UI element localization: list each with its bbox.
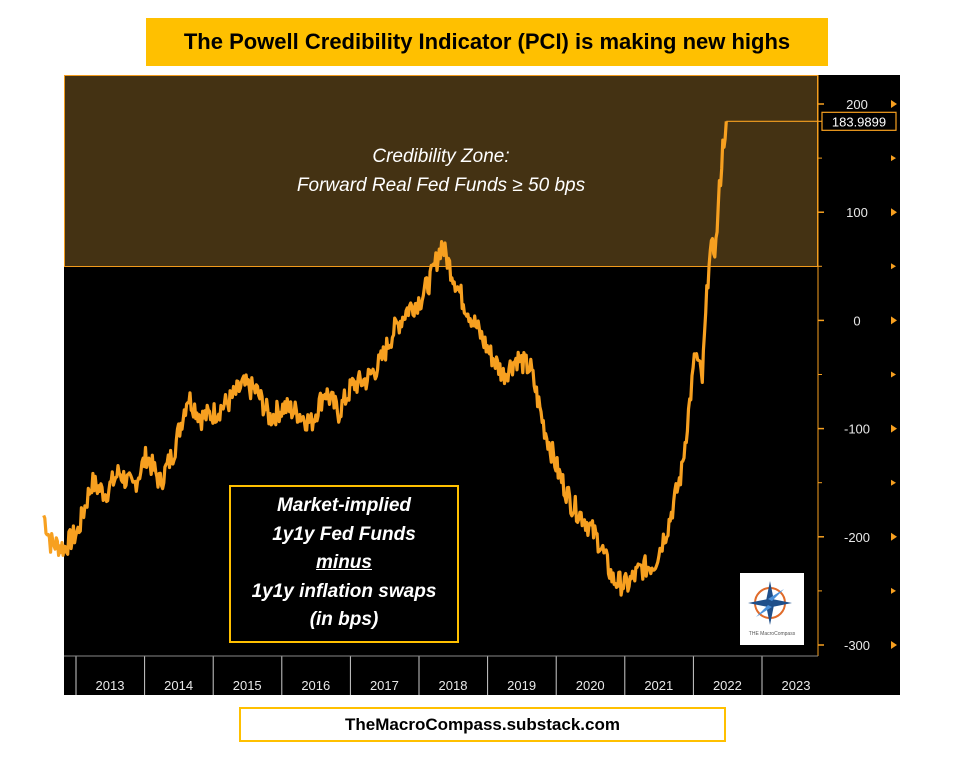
y-tick-label: -200 bbox=[844, 530, 870, 545]
y-tick-label: -300 bbox=[844, 638, 870, 653]
y-minor-tick bbox=[891, 587, 896, 594]
x-tick-label: 2018 bbox=[439, 678, 468, 693]
chart-title: The Powell Credibility Indicator (PCI) i… bbox=[146, 18, 828, 66]
x-tick-label: 2016 bbox=[301, 678, 330, 693]
y-tick-arrow bbox=[891, 424, 897, 433]
y-tick-label: 0 bbox=[853, 313, 860, 328]
x-tick-label: 2015 bbox=[233, 678, 262, 693]
y-tick-arrow bbox=[891, 100, 897, 108]
y-tick-arrow bbox=[891, 208, 897, 217]
credibility-zone bbox=[64, 75, 818, 267]
macrocompass-logo: THE MacroCompass bbox=[740, 573, 804, 645]
y-minor-tick bbox=[891, 155, 896, 162]
zone-label-line1: Credibility Zone: bbox=[372, 146, 510, 167]
footer-url[interactable]: TheMacroCompass.substack.com bbox=[239, 707, 726, 742]
last-value-box bbox=[821, 111, 897, 131]
callout-line3: minus bbox=[316, 552, 372, 573]
x-tick-label: 2019 bbox=[507, 678, 536, 693]
series-description-box: Market-implied 1y1y Fed Funds minus 1y1y… bbox=[229, 485, 459, 643]
pci-series-line bbox=[42, 121, 728, 597]
x-tick-label: 2023 bbox=[782, 678, 811, 693]
y-tick-arrow bbox=[891, 641, 897, 649]
callout-line2: 1y1y Fed Funds bbox=[272, 523, 416, 545]
y-tick-arrow bbox=[891, 532, 897, 541]
right-axis-panel bbox=[818, 75, 900, 695]
credibility-zone-label: Credibility Zone: Forward Real Fed Funds… bbox=[64, 142, 818, 200]
y-minor-tick bbox=[891, 263, 896, 270]
x-tick-label: 2013 bbox=[96, 678, 125, 693]
logo-text: THE MacroCompass bbox=[748, 631, 796, 637]
x-tick-label: 2014 bbox=[164, 678, 193, 693]
x-tick-label: 2021 bbox=[644, 678, 673, 693]
x-tick-label: 2020 bbox=[576, 678, 605, 693]
x-tick-label: 2017 bbox=[370, 678, 399, 693]
x-tick-label: 2022 bbox=[713, 678, 742, 693]
bottom-axis-panel bbox=[64, 656, 818, 695]
y-minor-tick bbox=[891, 479, 896, 486]
callout-line1: Market-implied bbox=[276, 495, 412, 516]
callout-line4: 1y1y inflation swaps bbox=[251, 580, 437, 602]
zone-label-line2: Forward Real Fed Funds ≥ 50 bps bbox=[296, 175, 586, 196]
callout-line5: (in bps) bbox=[309, 609, 379, 630]
y-tick-label: 200 bbox=[846, 97, 868, 112]
y-tick-label: 100 bbox=[846, 205, 868, 220]
last-value-label: 183.9899 bbox=[832, 114, 886, 129]
compass-icon bbox=[748, 581, 792, 625]
y-tick-label: -100 bbox=[844, 422, 870, 437]
y-minor-tick bbox=[891, 371, 896, 378]
y-tick-arrow bbox=[891, 316, 897, 325]
